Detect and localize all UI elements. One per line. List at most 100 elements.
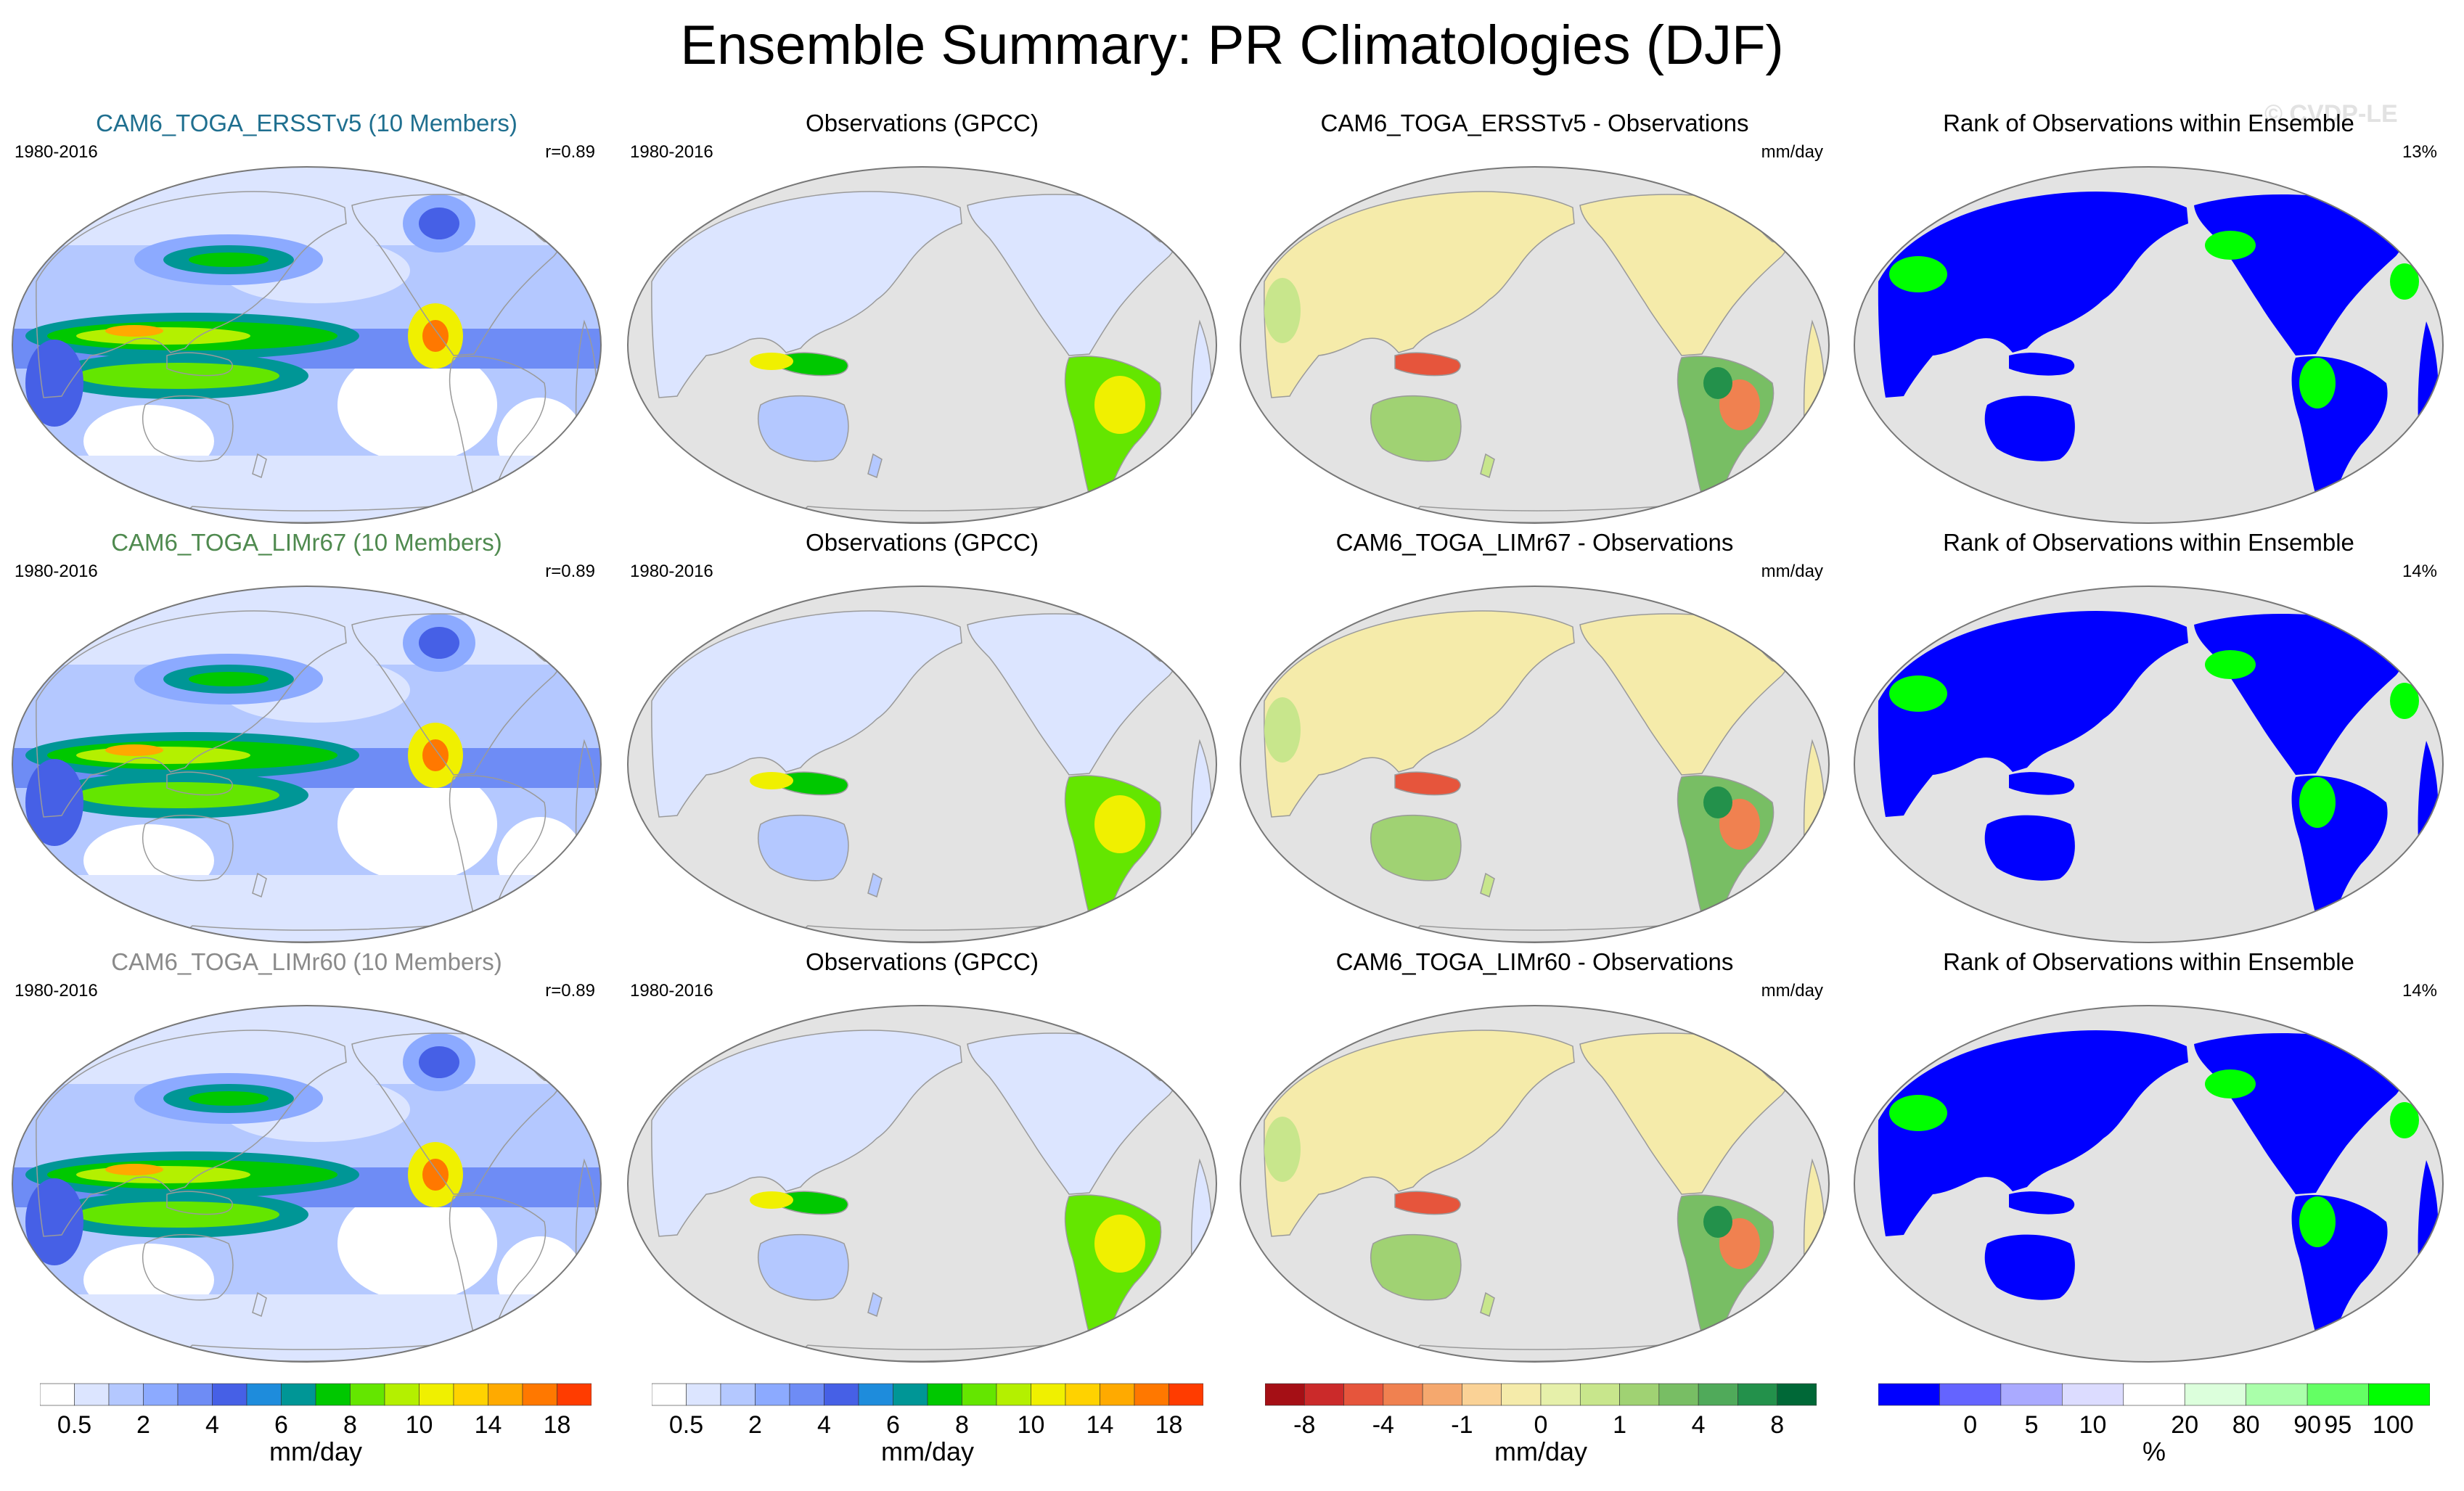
panel-years: 1980-2016 <box>15 981 98 1001</box>
colorbar-tick-label: 0.5 <box>669 1411 703 1439</box>
map-panel-obs-row3: Observations (GPCC) 1980-2016 <box>615 948 1229 1366</box>
map-panel-model-row3: CAM6_TOGA_LIMr60 (10 Members) 1980-2016 r=… <box>0 948 613 1366</box>
robinson-map-obs <box>627 586 1217 943</box>
colorbar-tick-label: 2 <box>136 1411 150 1439</box>
colorbar-tick-label: 0 <box>1534 1411 1548 1439</box>
colorbar-swatch <box>1619 1383 1660 1406</box>
colorbar-units: % <box>2142 1437 2166 1466</box>
colorbar-svg: 0 5 10 20 80 90 95 100 <box>1878 1383 2430 1439</box>
colorbar-swatch <box>1878 1383 1940 1406</box>
colorbar-tick-label: 4 <box>1692 1411 1706 1439</box>
map-panel-diff-row3: CAM6_TOGA_LIMr60 - Observations mm/day <box>1228 948 1841 1366</box>
colorbar-swatch <box>858 1383 893 1406</box>
colorbar-tick-label: 0.5 <box>57 1411 91 1439</box>
robinson-map-rank <box>1854 1005 2444 1363</box>
colorbar-tick-label: 10 <box>406 1411 433 1439</box>
panel-stat: mm/day <box>1761 142 1823 162</box>
panel-years: 1980-2016 <box>630 142 713 162</box>
colorbar-tick-label: 18 <box>1155 1411 1183 1439</box>
colorbar-swatch <box>2307 1383 2369 1406</box>
colorbar-swatch <box>2123 1383 2185 1406</box>
colorbar-swatch <box>996 1383 1031 1406</box>
colorbar-tick-label: 95 <box>2324 1411 2352 1439</box>
panel-stat: 14% <box>2402 562 2437 581</box>
colorbar-swatch <box>2184 1383 2246 1406</box>
panel-years: 1980-2016 <box>630 981 713 1001</box>
colorbar-swatch <box>927 1383 962 1406</box>
colorbar-tick-label: 2 <box>748 1411 762 1439</box>
colorbar-swatch <box>212 1383 247 1406</box>
colorbar-swatch <box>1540 1383 1581 1406</box>
colorbar-tick-label: 6 <box>886 1411 900 1439</box>
colorbar-swatch <box>1939 1383 2002 1406</box>
colorbar-tick-label: 8 <box>1770 1411 1784 1439</box>
colorbar-tick-label: -1 <box>1451 1411 1473 1439</box>
colorbar-difference: -8 -4 -1 0 1 4 8 mm/day <box>1265 1382 1817 1491</box>
colorbar-swatch <box>1738 1383 1778 1406</box>
colorbar-swatch <box>720 1383 756 1406</box>
colorbar-tick-label: 18 <box>544 1411 571 1439</box>
colorbar-swatch <box>755 1383 790 1406</box>
map-panel-obs-row1: Observations (GPCC) 1980-2016 <box>615 109 1229 527</box>
colorbar-tick-label: 100 <box>2373 1411 2414 1439</box>
panel-title: Observations (GPCC) <box>806 948 1039 975</box>
colorbar-swatch <box>789 1383 824 1406</box>
panel-title: CAM6_TOGA_LIMr60 (10 Members) <box>111 948 502 975</box>
colorbar-swatch <box>824 1383 859 1406</box>
colorbar-swatch <box>2246 1383 2308 1406</box>
colorbar-tick-label: -8 <box>1293 1411 1315 1439</box>
colorbar-swatch <box>1168 1383 1203 1406</box>
colorbar-tick-label: 10 <box>2079 1411 2107 1439</box>
colorbar-tick-label: 4 <box>205 1411 219 1439</box>
colorbar-obs-precip: 0.5 2 4 6 8 10 14 18 mm/day <box>652 1382 1203 1491</box>
map-panel-rank-row1: Rank of Observations within Ensemble 13% <box>1842 109 2455 527</box>
colorbar-swatch <box>1343 1383 1384 1406</box>
panel-stat: r=0.89 <box>545 142 595 162</box>
colorbar-swatch <box>1698 1383 1738 1406</box>
colorbar-tick-label: 8 <box>343 1411 357 1439</box>
robinson-map-diff <box>1240 1005 1830 1363</box>
colorbar-swatch <box>2062 1383 2124 1406</box>
colorbar-units: mm/day <box>269 1437 363 1466</box>
panel-title: CAM6_TOGA_LIMr60 - Observations <box>1335 948 1734 975</box>
panel-title: CAM6_TOGA_ERSSTv5 (10 Members) <box>96 110 517 136</box>
panel-title: CAM6_TOGA_LIMr67 (10 Members) <box>111 529 502 556</box>
colorbar-tick-label: 90 <box>2293 1411 2321 1439</box>
colorbar-swatch <box>108 1383 144 1406</box>
panel-stat: r=0.89 <box>545 981 595 1001</box>
colorbar-swatch <box>557 1383 592 1406</box>
panel-stat: r=0.89 <box>545 562 595 581</box>
colorbar-tick-label: 20 <box>2171 1411 2198 1439</box>
colorbar-tick-label: 10 <box>1018 1411 1045 1439</box>
colorbar-swatch <box>1777 1383 1817 1406</box>
colorbar-svg: 0.5 2 4 6 8 10 14 18 <box>40 1383 592 1439</box>
colorbar-swatch <box>2000 1383 2063 1406</box>
map-panel-model-row2: CAM6_TOGA_LIMr67 (10 Members) 1980-2016 r=… <box>0 528 613 947</box>
colorbar-swatch <box>893 1383 928 1406</box>
colorbar-swatch <box>419 1383 454 1406</box>
map-panel-rank-row3: Rank of Observations within Ensemble 14% <box>1842 948 2455 1366</box>
colorbar-swatch <box>74 1383 110 1406</box>
robinson-map-diff <box>1240 586 1830 943</box>
robinson-map-rank <box>1854 166 2444 524</box>
panel-stat: 14% <box>2402 981 2437 1001</box>
colorbar-tick-label: 14 <box>475 1411 502 1439</box>
panel-title: CAM6_TOGA_ERSSTv5 - Observations <box>1320 110 1749 136</box>
colorbar-swatch <box>143 1383 179 1406</box>
robinson-map-model <box>12 586 602 943</box>
map-panel-diff-row2: CAM6_TOGA_LIMr67 - Observations mm/day <box>1228 528 1841 947</box>
colorbar-tick-label: 0 <box>1963 1411 1977 1439</box>
watermark: © CVDP-LE <box>2264 100 2398 128</box>
colorbar-svg: 0.5 2 4 6 8 10 14 18 <box>652 1383 1203 1439</box>
panel-years: 1980-2016 <box>15 562 98 581</box>
colorbar-swatch <box>40 1383 75 1406</box>
colorbar-swatch <box>1579 1383 1620 1406</box>
panel-stat: 13% <box>2402 142 2437 162</box>
robinson-map-model <box>12 166 602 524</box>
colorbar-swatch <box>1134 1383 1169 1406</box>
colorbar-swatch <box>1462 1383 1502 1406</box>
colorbar-tick-label: 6 <box>274 1411 288 1439</box>
robinson-map-rank <box>1854 586 2444 943</box>
panel-years: 1980-2016 <box>630 562 713 581</box>
colorbar-swatch <box>177 1383 213 1406</box>
